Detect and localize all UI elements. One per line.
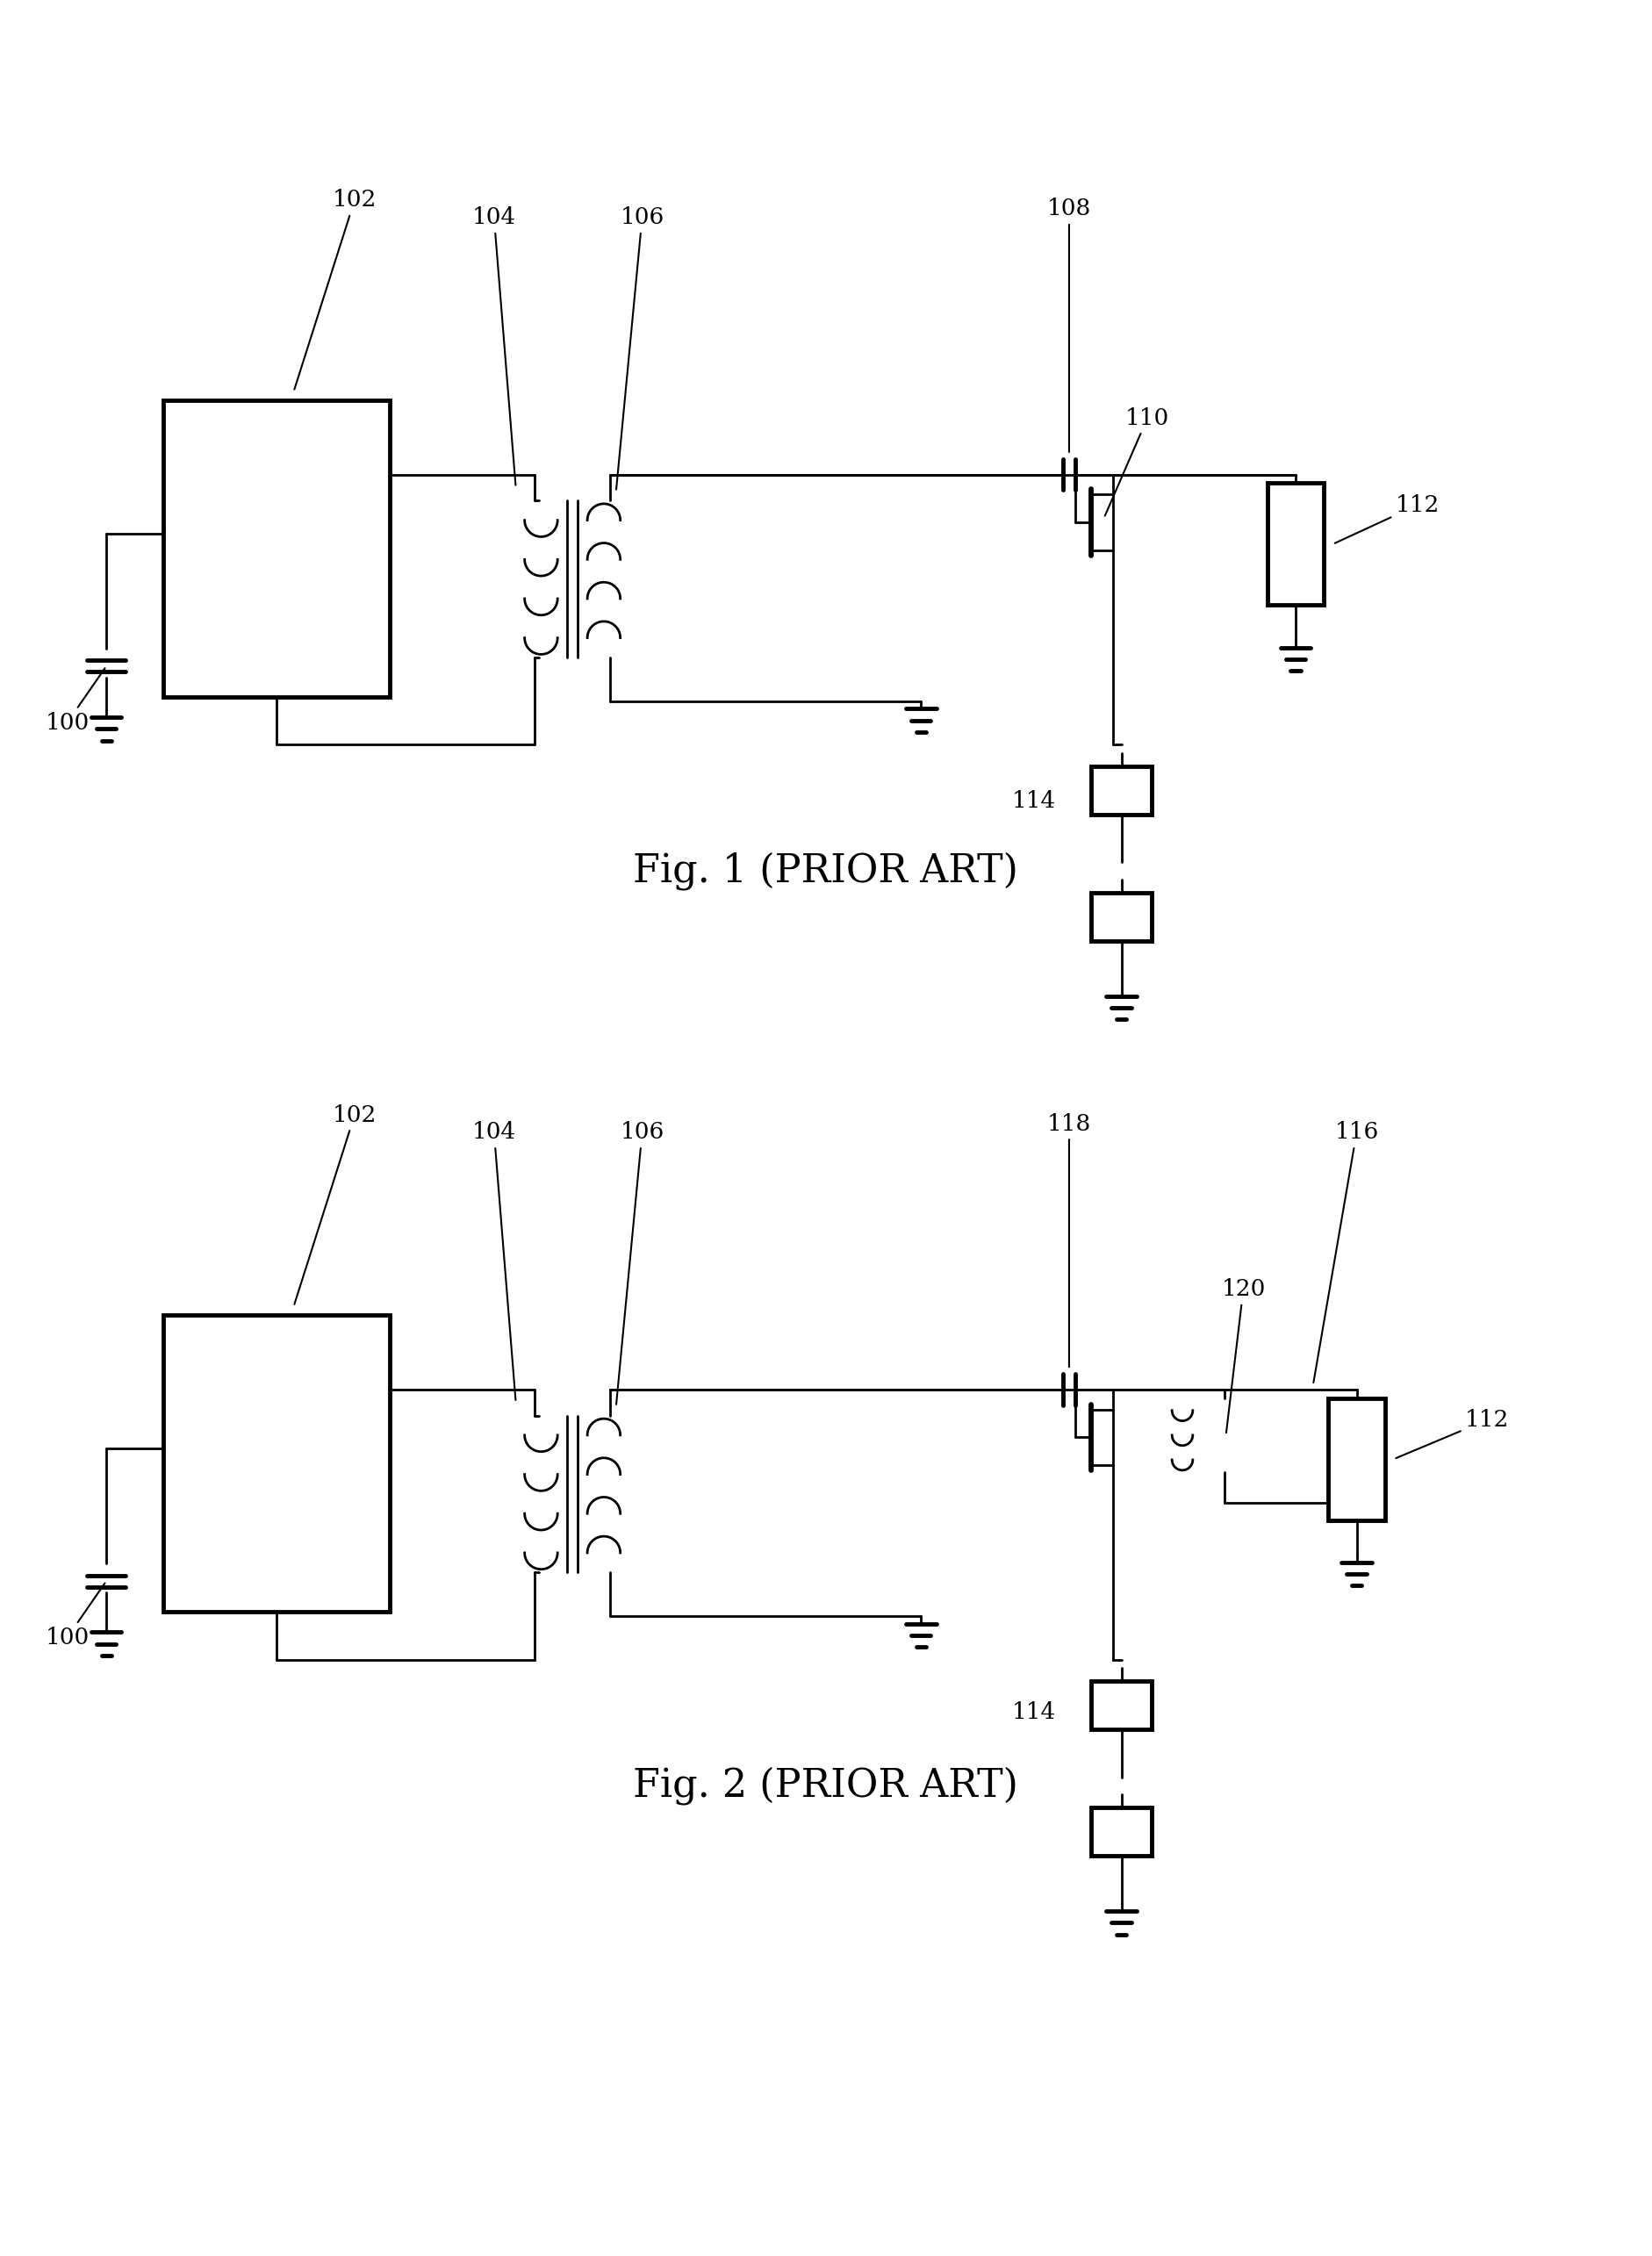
Text: 104: 104 bbox=[472, 1121, 515, 1401]
Text: 100: 100 bbox=[45, 668, 104, 733]
Bar bbox=[1090, 1681, 1151, 1730]
Bar bbox=[164, 1315, 390, 1611]
Bar bbox=[1090, 893, 1151, 941]
Bar bbox=[1090, 767, 1151, 814]
Text: 104: 104 bbox=[472, 208, 515, 485]
Bar bbox=[1090, 1807, 1151, 1857]
Bar bbox=[164, 399, 390, 697]
Text: Fig. 2 (PRIOR ART): Fig. 2 (PRIOR ART) bbox=[633, 1766, 1018, 1805]
Bar bbox=[1267, 483, 1323, 605]
Text: 120: 120 bbox=[1221, 1279, 1265, 1433]
Text: 106: 106 bbox=[616, 1121, 664, 1405]
Text: 112: 112 bbox=[1396, 1410, 1508, 1457]
Text: 116: 116 bbox=[1313, 1121, 1378, 1383]
Text: 110: 110 bbox=[1104, 406, 1170, 517]
Text: 114: 114 bbox=[1011, 1701, 1056, 1724]
Text: 106: 106 bbox=[616, 208, 664, 490]
Text: Fig. 1 (PRIOR ART): Fig. 1 (PRIOR ART) bbox=[633, 853, 1018, 891]
Text: 112: 112 bbox=[1335, 494, 1439, 544]
Text: 100: 100 bbox=[45, 1584, 104, 1649]
Text: 118: 118 bbox=[1046, 1112, 1090, 1367]
Text: 102: 102 bbox=[294, 190, 377, 390]
Bar bbox=[1328, 1399, 1384, 1521]
Text: 108: 108 bbox=[1046, 199, 1090, 451]
Text: 102: 102 bbox=[294, 1103, 377, 1304]
Text: 114: 114 bbox=[1011, 790, 1056, 812]
